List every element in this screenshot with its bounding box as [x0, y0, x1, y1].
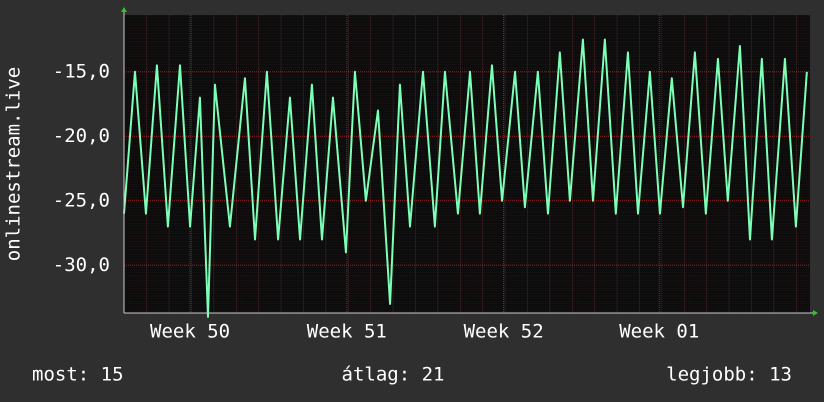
y-tick-label: -25,0	[53, 189, 110, 211]
footer-best: legjobb: 13	[666, 364, 792, 386]
x-tick-label: Week 51	[307, 321, 387, 343]
x-tick-label: Week 50	[150, 321, 230, 343]
x-tick-label: Week 01	[619, 321, 699, 343]
x-tick-label: Week 52	[464, 321, 544, 343]
y-axis-label: onlinestream.live	[3, 67, 25, 261]
y-tick-label: -30,0	[53, 254, 110, 276]
data-line	[123, 38, 808, 318]
y-axis-arrow	[121, 7, 127, 12]
footer-average: átlag: 21	[342, 364, 445, 386]
y-tick-label: -20,0	[53, 125, 110, 147]
x-axis-arrow	[813, 310, 818, 316]
plot-area	[124, 15, 810, 313]
footer-current: most: 15	[32, 364, 124, 386]
y-tick-label: -15,0	[53, 60, 110, 82]
